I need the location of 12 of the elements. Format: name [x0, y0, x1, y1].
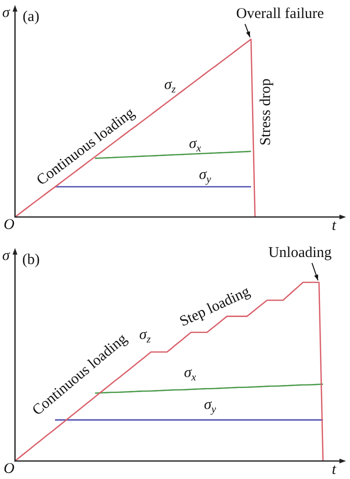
y-axis-title: σ: [2, 248, 10, 264]
text: Overall failure: [236, 6, 324, 22]
y-axis-title: σ: [2, 4, 10, 21]
text: O: [4, 216, 15, 233]
chart-title: (a): [22, 8, 40, 25]
chart-title: (b): [22, 252, 40, 268]
x-axis-title: t: [332, 462, 337, 478]
x-axis-title: t: [332, 218, 337, 234]
text: O: [4, 460, 15, 477]
annotation: Stress drop: [258, 78, 274, 146]
text: Unloading: [268, 244, 332, 261]
annotation: Step loading: [177, 284, 253, 330]
